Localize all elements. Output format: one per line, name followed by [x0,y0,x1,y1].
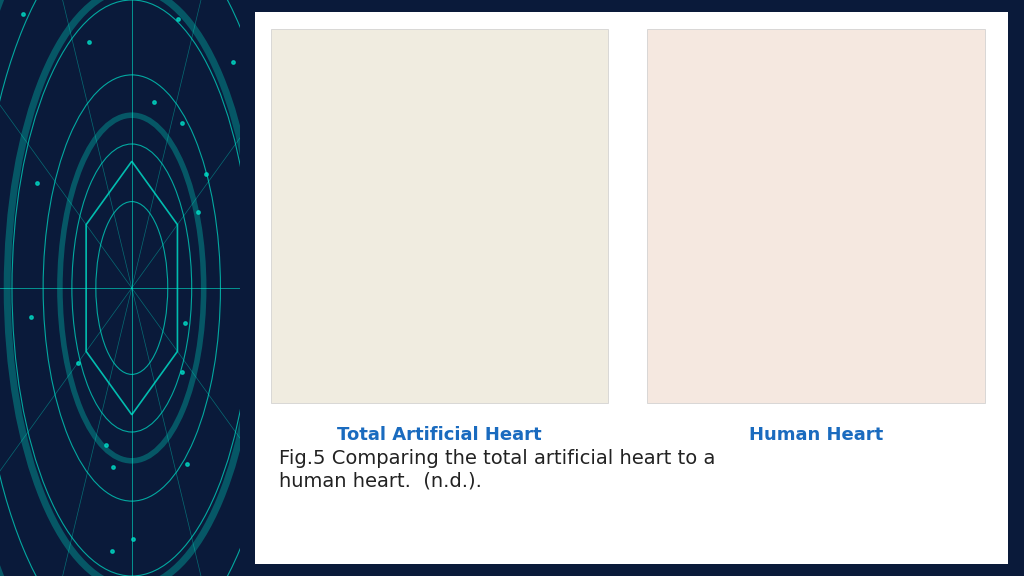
FancyBboxPatch shape [255,12,1009,564]
Text: Fig.5 Comparing the total artificial heart to a
human heart.  (n.d.).: Fig.5 Comparing the total artificial hea… [279,449,715,490]
Bar [647,29,985,403]
Text: Total Artificial Heart: Total Artificial Heart [337,426,542,444]
Bar [271,29,608,403]
Text: Human Heart: Human Heart [749,426,884,444]
